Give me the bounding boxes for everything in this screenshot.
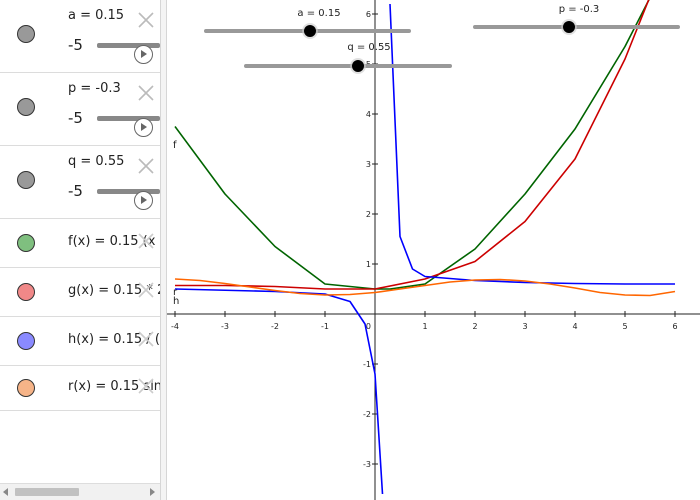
curve-r [174,278,676,297]
scroll-left-icon[interactable] [3,488,8,496]
close-icon[interactable] [136,10,156,30]
slider-a-track[interactable] [97,43,160,48]
x-tick-label: 4 [572,322,577,331]
algebra-row-r[interactable]: r(x) = 0.15 sin( [0,366,160,411]
scrollbar-thumb[interactable] [15,488,79,496]
curve-label-f: f [173,140,177,151]
algebra-row-f[interactable]: f(x) = 0.15 (x - [0,219,160,268]
close-icon[interactable] [136,231,156,251]
play-icon[interactable] [134,45,153,64]
function-f-definition[interactable]: f(x) = 0.15 (x - [68,234,160,249]
close-icon[interactable] [136,329,156,349]
scroll-right-icon[interactable] [150,488,155,496]
x-tick-label: 1 [422,322,427,331]
play-icon[interactable] [134,191,153,210]
algebra-row-q[interactable]: q = 0.55 -5 [0,146,160,219]
slider-q-track[interactable] [97,189,160,194]
slider-a-min: -5 [68,36,83,54]
curve-h [174,3,675,495]
x-tick-label: 5 [622,322,627,331]
function-g-definition[interactable]: g(x) = 0.15 * 2 [68,283,160,298]
close-icon[interactable] [136,83,156,103]
slider-p-min: -5 [68,109,83,127]
slider-a-knob[interactable] [304,25,316,37]
origin-label: 0 [366,322,371,331]
view-divider[interactable] [160,0,167,500]
x-tick-label: 6 [672,322,677,331]
visibility-toggle-a[interactable] [17,25,35,43]
x-tick-label: -2 [271,322,279,331]
visibility-toggle-f[interactable] [17,234,35,252]
y-tick-label: 2 [366,210,371,219]
algebra-row-a[interactable]: a = 0.15 -5 [0,0,160,73]
slider-q-caption: q = 0.55 [347,42,390,53]
slider-p-caption: p = -0.3 [559,4,600,15]
horizontal-scrollbar[interactable] [0,483,160,500]
visibility-toggle-r[interactable] [17,379,35,397]
slider-p-label: p = -0.3 [68,81,121,96]
slider-a-caption: a = 0.15 [297,8,340,19]
visibility-toggle-g[interactable] [17,283,35,301]
curve-g [175,0,650,290]
y-tick-label: -1 [363,360,371,369]
y-tick-label: 1 [366,260,371,269]
algebra-row-h[interactable]: h(x) = 0.15 / ( [0,317,160,366]
y-tick-label: 4 [366,110,371,119]
slider-q-label: q = 0.55 [68,154,125,169]
slider-q-knob[interactable] [352,60,364,72]
x-tick-label: -3 [221,322,229,331]
play-icon[interactable] [134,118,153,137]
function-h-definition[interactable]: h(x) = 0.15 / ( [68,332,160,347]
algebra-view: a = 0.15 -5 p = -0.3 -5 q = 0.55 -5 f(x)… [0,0,160,500]
visibility-toggle-q[interactable] [17,171,35,189]
slider-q-min: -5 [68,182,83,200]
curve-label-h: h [173,296,179,307]
close-icon[interactable] [136,280,156,300]
y-tick-label: 3 [366,160,371,169]
y-tick-label: 6 [366,10,371,19]
y-tick-label: -3 [363,460,371,469]
x-tick-label: 3 [522,322,527,331]
slider-p-track[interactable] [97,116,160,121]
algebra-row-g[interactable]: g(x) = 0.15 * 2 [0,268,160,317]
curve-label-r: r [173,287,178,298]
algebra-row-p[interactable]: p = -0.3 -5 [0,73,160,146]
close-icon[interactable] [136,376,156,396]
x-tick-label: 2 [472,322,477,331]
slider-a-label: a = 0.15 [68,8,125,23]
function-r-definition[interactable]: r(x) = 0.15 sin( [68,379,160,394]
x-tick-label: -4 [171,322,179,331]
visibility-toggle-h[interactable] [17,332,35,350]
y-tick-label: -2 [363,410,371,419]
slider-p-knob[interactable] [563,21,575,33]
x-tick-label: -1 [321,322,329,331]
curve-f [174,0,650,290]
close-icon[interactable] [136,156,156,176]
visibility-toggle-p[interactable] [17,98,35,116]
